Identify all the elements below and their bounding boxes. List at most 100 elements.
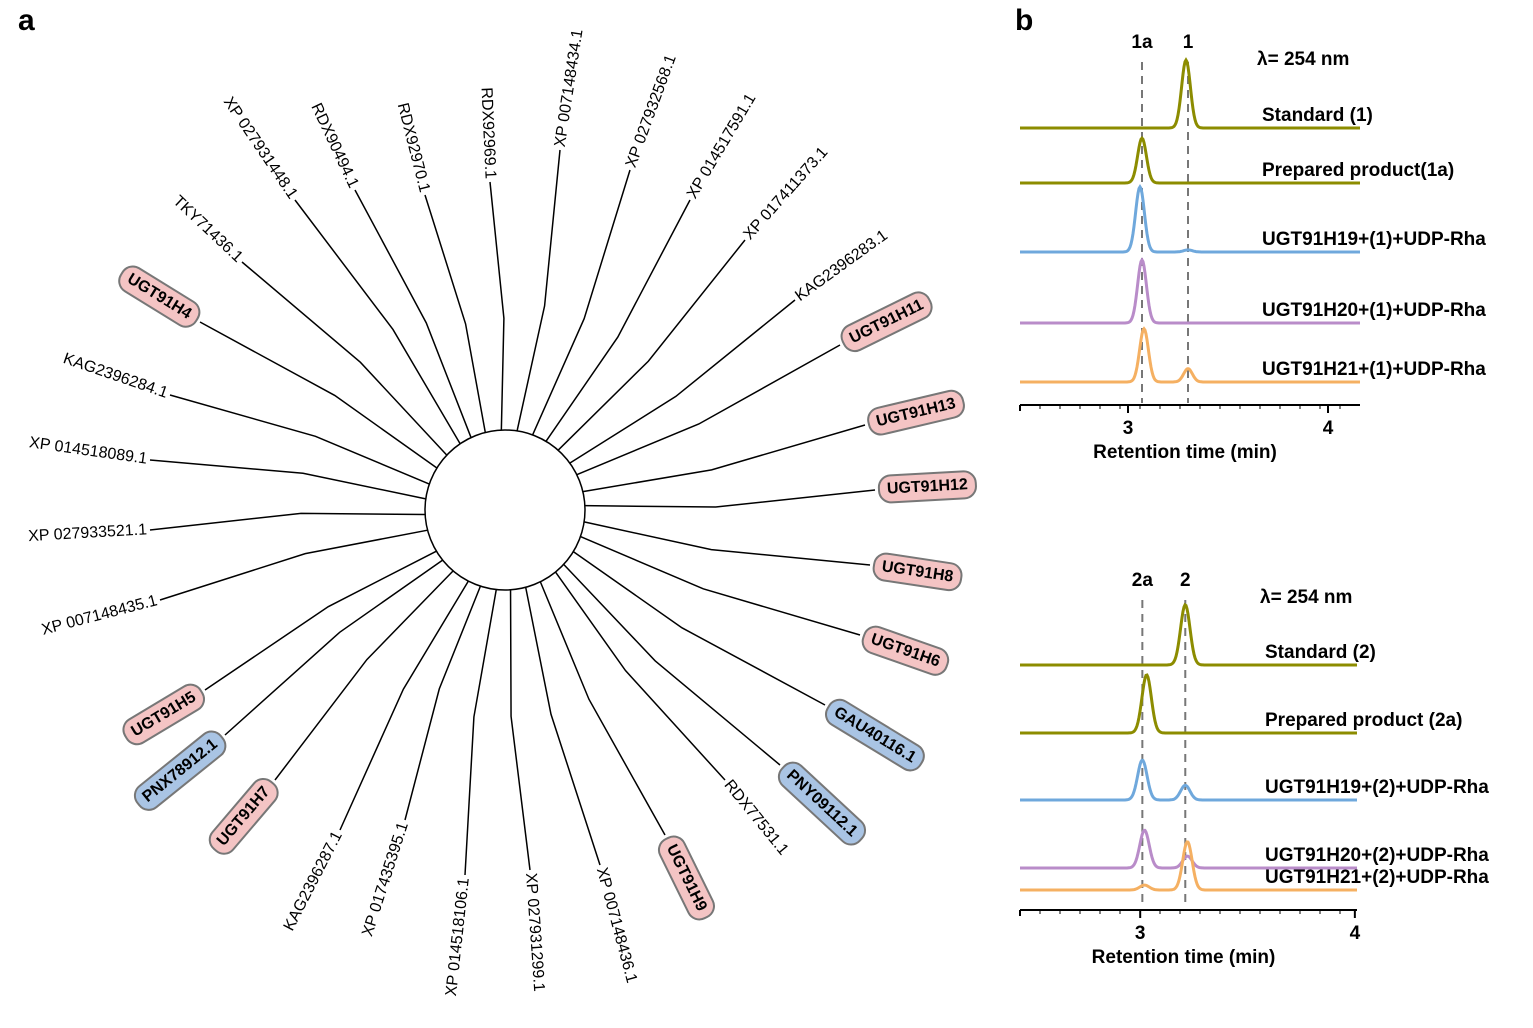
leaf: XP 017435395.1 (359, 820, 412, 939)
trace-label: UGT91H19+(2)+UDP-Rha (1265, 777, 1489, 798)
branch (274, 570, 454, 781)
leaf-label: XP 027931299.1 (522, 872, 547, 992)
trace-label: Prepared product(1a) (1262, 160, 1454, 181)
trace (1020, 840, 1357, 892)
branch (159, 529, 428, 601)
leaf: UGT91H12 (877, 470, 977, 504)
leaf: XP 007148435.1 (40, 592, 159, 639)
x-axis-title: Retention time (min) (1092, 947, 1276, 968)
x-tick-label: 3 (1123, 418, 1134, 439)
panel-label: b (1015, 4, 1033, 37)
leaf-label: RDX90494.1 (307, 101, 361, 191)
branch (582, 424, 866, 493)
leaf-highlight (777, 761, 867, 846)
leaf: TKY71436.1 (169, 193, 245, 266)
branch (569, 299, 796, 464)
trace-label: UGT91H21+(1)+UDP-Rha (1262, 359, 1486, 380)
branch (404, 585, 482, 821)
leaf-label: XP 027932568.1 (623, 52, 680, 170)
trace (1020, 602, 1357, 667)
leaf-label: UGT91H12 (887, 476, 969, 497)
branch (354, 189, 472, 438)
tree-root-arc (424, 429, 586, 591)
leaf-label: GAU40116.1 (831, 704, 919, 767)
branch (524, 587, 601, 866)
leaf-highlight (872, 552, 963, 592)
leaf-label: XP 007148435.1 (40, 592, 159, 639)
leaf: UGT91H9 (657, 835, 715, 921)
leaf-highlight (657, 835, 715, 921)
leaf: GAU40116.1 (825, 698, 925, 772)
leaf-label: PNY09112.1 (783, 767, 861, 841)
panel-label: a (18, 4, 35, 37)
leaf: XP 027933521.1 (28, 521, 148, 545)
trace-label: Standard (1) (1262, 105, 1373, 126)
branch (424, 194, 487, 433)
leaf: XP 014518106.1 (443, 877, 473, 997)
x-tick-label: 3 (1135, 923, 1146, 944)
trace (1020, 257, 1360, 325)
branch (339, 580, 469, 831)
leaf: KAG2396287.1 (281, 829, 346, 934)
leaf-label: RDX77531.1 (721, 777, 792, 859)
trace-label: UGT91H19+(1)+UDP-Rha (1262, 229, 1486, 250)
marker-label: 2 (1180, 570, 1191, 591)
trace (1020, 758, 1357, 802)
leaf-label: XP 027931448.1 (220, 94, 301, 202)
leaf: XP 017411373.1 (740, 144, 831, 243)
leaf-label: UGT91H7 (214, 783, 274, 849)
leaf: KAG2396284.1 (61, 350, 170, 402)
leaf: UGT91H7 (208, 777, 279, 855)
branch (563, 563, 781, 766)
leaf: RDX77531.1 (721, 777, 792, 859)
leaf: XP 014518089.1 (28, 434, 148, 467)
leaf-label: XP 027933521.1 (28, 521, 148, 545)
branch (554, 571, 726, 781)
leaf: XP 027931448.1 (220, 94, 301, 202)
leaf-label: XP 017435395.1 (359, 820, 412, 939)
branch (149, 512, 426, 531)
branch (572, 551, 826, 706)
leaf-highlight (208, 777, 279, 855)
leaf: UGT91H6 (861, 625, 950, 676)
branch (539, 581, 666, 836)
trace (1020, 326, 1360, 384)
leaf: XP 007148434.1 (552, 28, 587, 148)
x-axis-title: Retention time (min) (1093, 442, 1277, 463)
trace-label: UGT91H20+(1)+UDP-Rha (1262, 300, 1486, 321)
branch (516, 149, 561, 432)
leaf-highlight (840, 291, 933, 353)
trace (1020, 673, 1357, 735)
leaf-label: RDX92970.1 (394, 101, 433, 194)
branch (169, 394, 430, 485)
branch (224, 559, 444, 736)
leaf: XP 014517591.1 (684, 91, 760, 202)
branch (580, 535, 861, 636)
leaf-highlight (825, 698, 925, 772)
trace-label: Standard (2) (1265, 642, 1376, 663)
leaf-label: XP 007148436.1 (593, 866, 640, 985)
branch (149, 459, 426, 500)
leaf: XP 027931299.1 (522, 872, 547, 992)
leaf: PNY09112.1 (777, 761, 867, 846)
leaf: UGT91H5 (122, 683, 205, 746)
branch (241, 261, 448, 456)
leaf-label: KAG2396287.1 (281, 829, 346, 934)
leaf-label: RDX92969.1 (477, 87, 498, 179)
x-tick-label: 4 (1323, 418, 1334, 439)
branch (489, 181, 505, 431)
trace-label: UGT91H20+(2)+UDP-Rha (1265, 845, 1489, 866)
leaf-label: KAG2396283.1 (792, 227, 891, 305)
leaf: UGT91H11 (840, 291, 933, 353)
trace (1020, 57, 1360, 130)
trace-label: UGT91H21+(2)+UDP-Rha (1265, 867, 1489, 888)
branch (545, 199, 691, 442)
leaf: XP 027932568.1 (623, 52, 680, 170)
leaf-label: TKY71436.1 (169, 193, 245, 266)
leaf: UGT91H8 (872, 552, 963, 592)
leaf-highlight (122, 683, 205, 746)
leaf-highlight (133, 730, 227, 811)
branch (204, 550, 437, 691)
branch (464, 589, 498, 876)
